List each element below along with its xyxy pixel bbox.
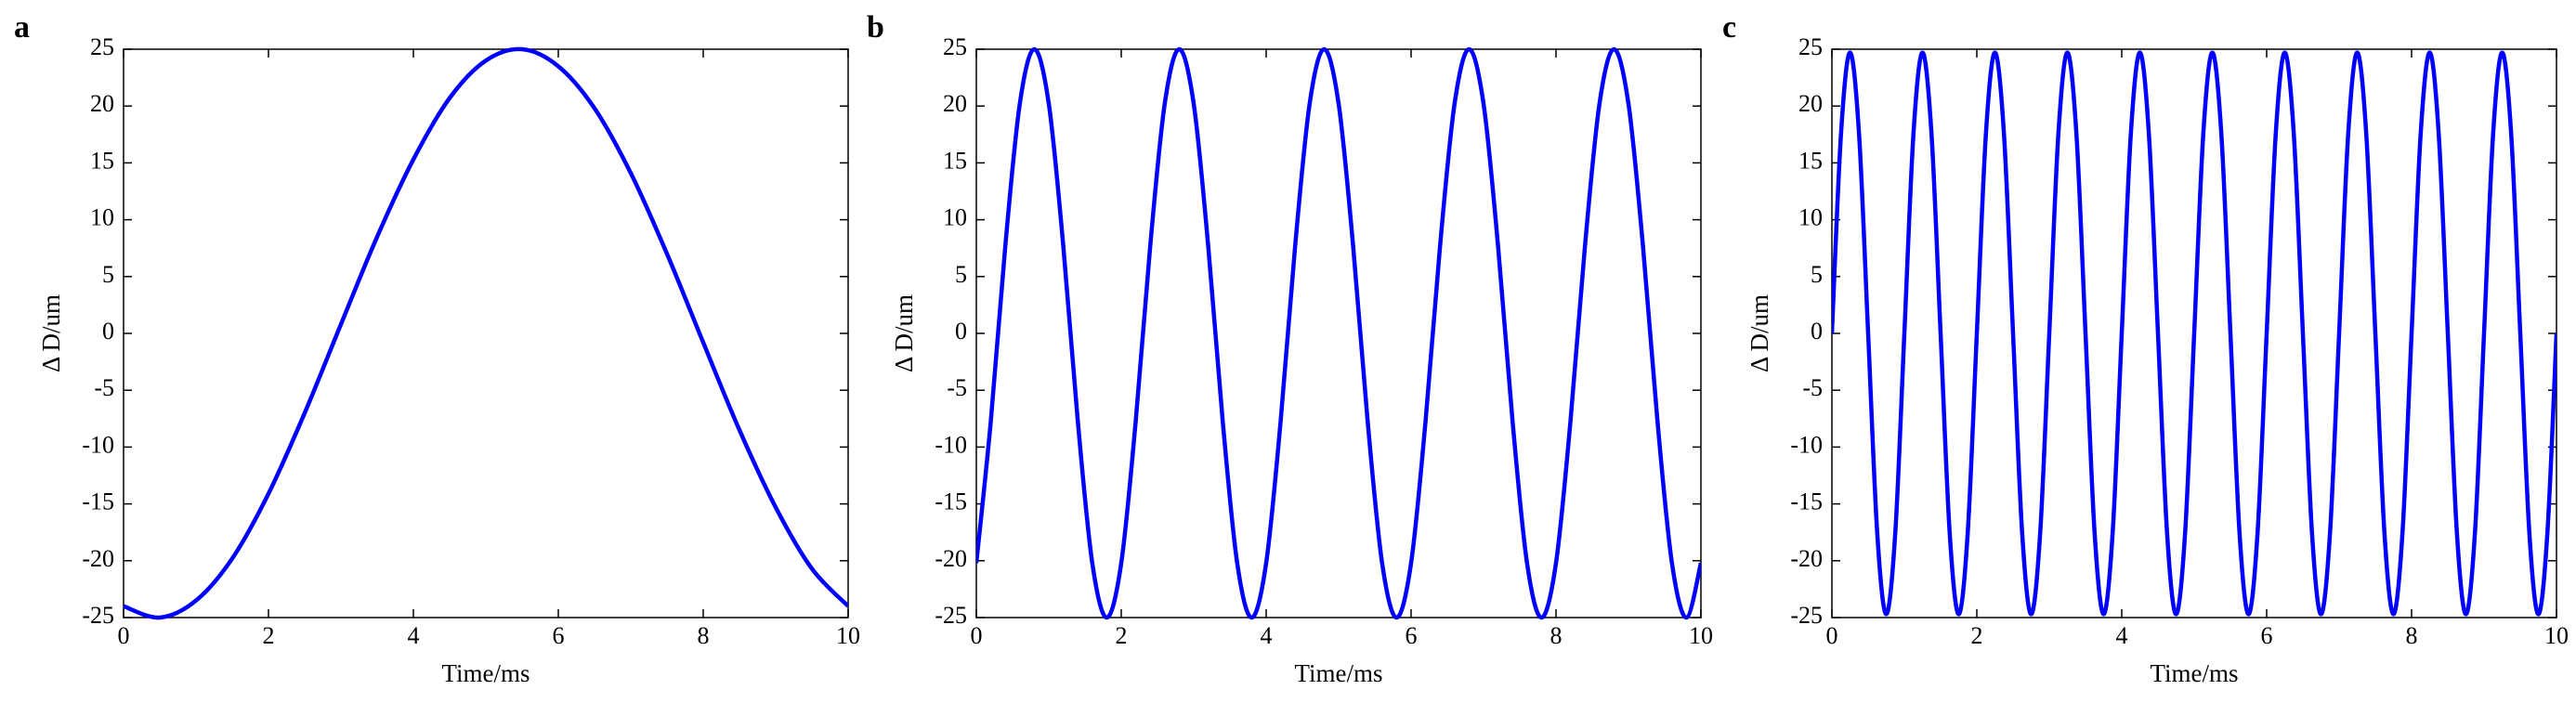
y-tick-label: 15 [943, 147, 967, 174]
x-tick-label: 2 [1116, 622, 1128, 649]
panel: b 0 2 4 6 8 10 -25 -20 -15 -10 -5 0 5 10 15 20 25 Time/ms Δ… [867, 10, 1713, 687]
y-tick-label: -5 [94, 374, 114, 401]
y-tick-label: -20 [1790, 545, 1823, 572]
y-axis-label: Δ D/um [37, 294, 65, 372]
data-line [124, 46, 848, 620]
y-tick-label: 0 [102, 318, 114, 345]
data-line [1832, 50, 2556, 617]
x-tick-label: 0 [1826, 622, 1838, 649]
y-tick-label: 20 [1798, 90, 1823, 117]
y-tick-label: -10 [935, 431, 967, 458]
x-tick-label: 4 [408, 622, 420, 649]
y-tick-label: 20 [943, 90, 967, 117]
x-tick-label: 8 [2406, 622, 2418, 649]
x-tick-label: 8 [698, 622, 710, 649]
panel: c 0 2 4 6 8 10 -25 -20 -15 -10 -5 0 5 10 15 20 25 Time/ms Δ… [1722, 10, 2569, 687]
y-axis-label: Δ D/um [890, 294, 918, 372]
x-tick-label: 0 [118, 622, 130, 649]
y-tick-label: 5 [102, 261, 114, 288]
x-axis-label: Time/ms [1294, 659, 1382, 687]
y-tick-label: 25 [1798, 33, 1823, 60]
panel-label: b [867, 10, 884, 45]
y-tick-label: 5 [1811, 261, 1823, 288]
y-tick-label: -5 [947, 374, 967, 401]
x-tick-label: 2 [1971, 622, 1983, 649]
y-tick-label: 10 [1798, 204, 1823, 231]
y-tick-label: 15 [1798, 147, 1823, 174]
x-tick-label: 10 [836, 622, 860, 649]
y-tick-label: 0 [955, 318, 967, 345]
y-tick-label: -25 [82, 602, 114, 629]
y-tick-label: -15 [935, 488, 967, 515]
panel: a 0 2 4 6 8 10 -25 -20 -15 -10 -5 0 5 10 15 20 25 Time/ms Δ… [14, 10, 860, 687]
y-tick-label: -10 [82, 431, 114, 458]
panel-label: a [14, 10, 30, 45]
y-tick-label: 25 [943, 33, 967, 60]
x-tick-label: 2 [263, 622, 275, 649]
y-tick-label: -5 [1802, 374, 1823, 401]
y-tick-label: -25 [1790, 602, 1823, 629]
y-tick-label: -20 [935, 545, 967, 572]
y-tick-label: -15 [82, 488, 114, 515]
y-tick-label: 10 [943, 204, 967, 231]
y-tick-label: 5 [955, 261, 967, 288]
y-tick-label: -15 [1790, 488, 1823, 515]
y-tick-label: 15 [90, 147, 114, 174]
x-tick-label: 4 [2116, 622, 2128, 649]
x-tick-label: 10 [2544, 622, 2569, 649]
x-tick-label: 4 [1261, 622, 1273, 649]
y-tick-label: -20 [82, 545, 114, 572]
x-tick-label: 10 [1689, 622, 1713, 649]
y-tick-label: 10 [90, 204, 114, 231]
x-tick-label: 6 [553, 622, 565, 649]
x-tick-label: 6 [1406, 622, 1418, 649]
x-tick-label: 8 [1550, 622, 1563, 649]
x-axis-label: Time/ms [441, 659, 530, 687]
axes-box [123, 48, 849, 618]
x-tick-label: 6 [2261, 622, 2273, 649]
y-axis-label: Δ D/um [1746, 294, 1773, 372]
y-tick-label: 25 [90, 33, 114, 60]
axes-box [975, 48, 1702, 618]
y-tick-label: 0 [1811, 318, 1823, 345]
x-axis-label: Time/ms [2150, 659, 2238, 687]
x-tick-label: 0 [971, 622, 983, 649]
y-tick-label: -10 [1790, 431, 1823, 458]
y-tick-label: 20 [90, 90, 114, 117]
panel-label: c [1722, 10, 1736, 45]
y-tick-label: -25 [935, 602, 967, 629]
data-line [976, 46, 1701, 620]
